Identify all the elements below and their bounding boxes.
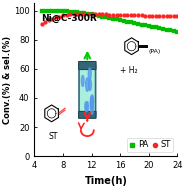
Text: ST: ST	[48, 132, 58, 141]
Text: Ni@C-300R: Ni@C-300R	[42, 14, 97, 23]
Text: (PA): (PA)	[148, 49, 160, 53]
X-axis label: Time(h): Time(h)	[84, 176, 127, 186]
Y-axis label: Conv.(%) & sel.(%): Conv.(%) & sel.(%)	[4, 36, 12, 124]
Text: + H₂: + H₂	[120, 66, 138, 75]
Legend: PA, ST: PA, ST	[127, 138, 173, 152]
